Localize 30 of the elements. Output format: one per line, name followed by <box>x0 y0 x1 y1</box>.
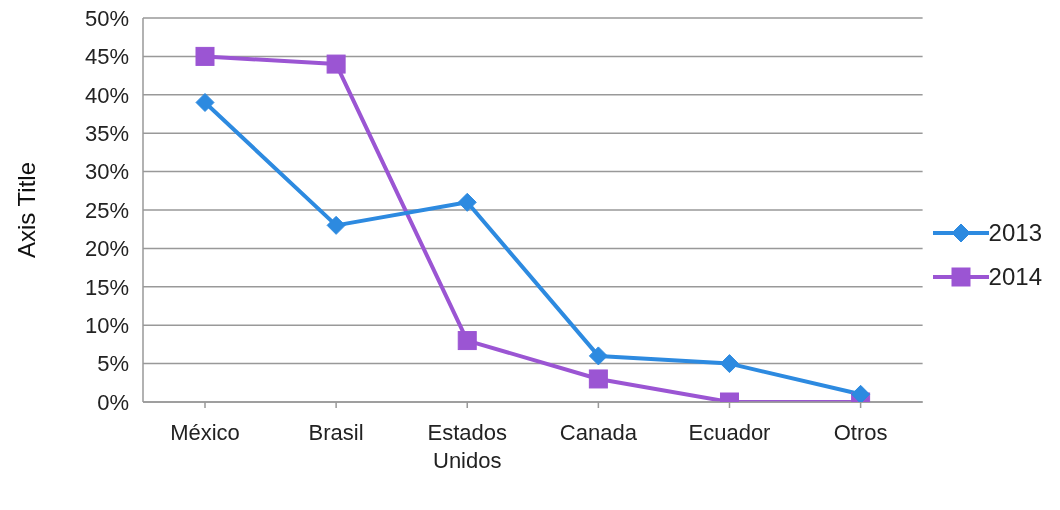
point <box>326 215 346 235</box>
y-tick-label: 30% <box>84 159 129 185</box>
y-tick-label: 45% <box>84 44 129 70</box>
x-tick-label: México <box>170 420 240 445</box>
x-tick-label: Estados Unidos <box>427 420 507 473</box>
y-axis-title: Axis Title <box>12 161 40 259</box>
y-tick-label: 15% <box>84 274 129 300</box>
legend-label: 2014 <box>988 262 1042 292</box>
y-tick-label: 25% <box>84 197 129 223</box>
y-tick-label: 0% <box>97 389 129 415</box>
x-tick-label: Otros <box>833 420 888 445</box>
legend-label: 2013 <box>988 218 1042 248</box>
point <box>195 92 215 112</box>
point <box>588 346 608 366</box>
y-tick-label: 50% <box>84 5 129 31</box>
point <box>457 331 477 351</box>
point <box>851 384 871 402</box>
point <box>719 354 739 374</box>
y-tick-label: 20% <box>84 236 129 262</box>
point <box>195 46 215 66</box>
y-tick-label: 40% <box>84 82 129 108</box>
point <box>326 54 346 74</box>
x-tick-label: Brasil <box>308 420 364 445</box>
y-tick-label: 10% <box>84 313 129 339</box>
y-tick-label: 5% <box>97 351 129 377</box>
x-tick-label: Canada <box>559 420 638 445</box>
y-tick-label: 35% <box>84 121 129 147</box>
x-tick-label: Ecuador <box>688 420 771 445</box>
point <box>588 369 608 389</box>
point <box>457 192 477 212</box>
